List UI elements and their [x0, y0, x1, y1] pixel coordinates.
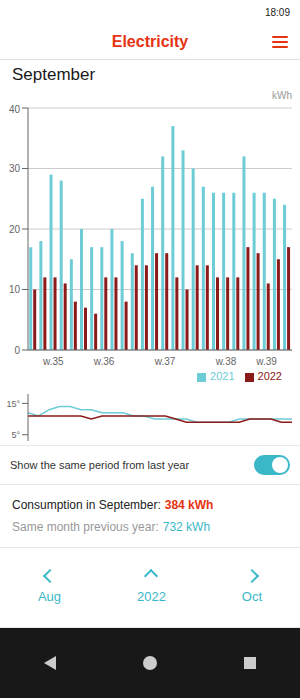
html-text:Show the same period from last: Show the same period from last year — [10, 459, 190, 471]
svg-text:w.35: w.35 — [42, 356, 64, 367]
html-text:September: September — [12, 65, 96, 84]
html-text:kWh: kWh — [272, 90, 292, 101]
html-text:2022: 2022 — [137, 589, 166, 604]
svg-text:20: 20 — [9, 224, 21, 235]
html-text:2022: 2022 — [257, 370, 282, 382]
html-text:Oct: Oct — [241, 589, 262, 604]
svg-text:5°: 5° — [11, 430, 20, 440]
html-text:Aug: Aug — [37, 589, 62, 604]
html-text:18:09: 18:09 — [265, 7, 290, 18]
svg-text:w.36: w.36 — [93, 356, 115, 367]
svg-text:15°: 15° — [8, 399, 20, 409]
html-text:Consumption in September: 384: Consumption in September: 384 kWh — [12, 498, 214, 512]
svg-text:40: 40 — [9, 104, 21, 115]
svg-text:0: 0 — [14, 345, 20, 356]
html-text:2021: 2021 — [210, 370, 235, 382]
svg-text:w.39: w.39 — [255, 356, 277, 367]
svg-text:w.37: w.37 — [154, 356, 176, 367]
html-text:Same month previous year: 732: Same month previous year: 732 kWh — [12, 520, 211, 534]
svg-text:w.38: w.38 — [215, 356, 237, 367]
svg-text:10: 10 — [9, 284, 21, 295]
svg-text:30: 30 — [9, 163, 21, 174]
html-text:Electricity: Electricity — [111, 33, 189, 50]
